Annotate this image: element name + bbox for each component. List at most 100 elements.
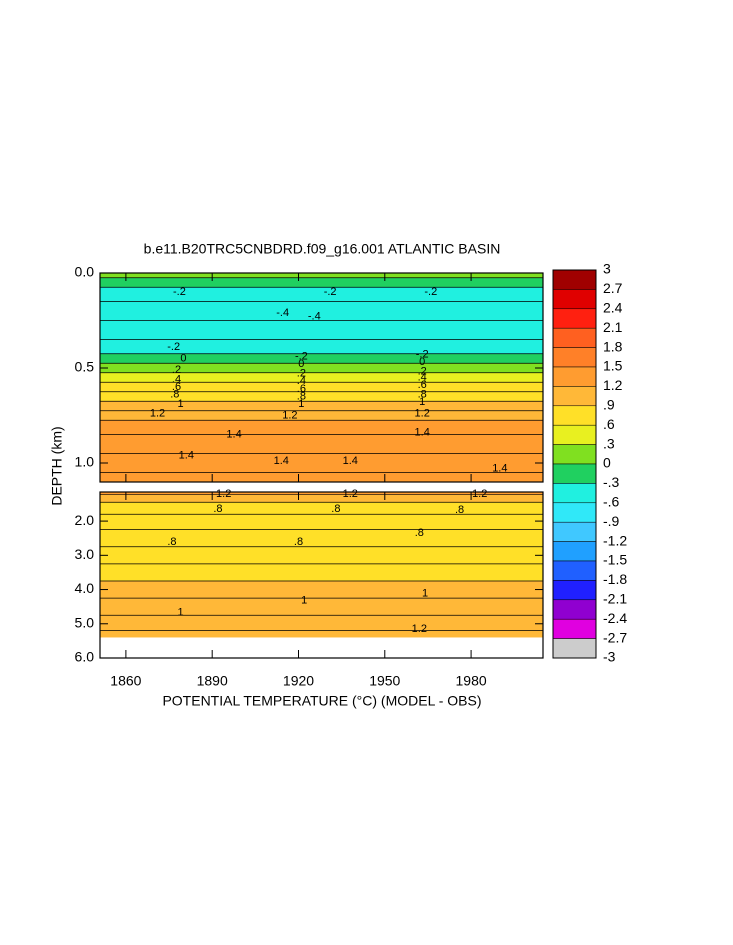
- temperature-band: [100, 382, 543, 392]
- colorbar-label: -3: [603, 649, 616, 665]
- contour-label: 1.2: [282, 409, 297, 421]
- colorbar-label: 1.2: [603, 377, 623, 393]
- temperature-band: [100, 363, 543, 373]
- x-tick-label: 1860: [110, 673, 141, 689]
- temperature-band: [100, 615, 543, 631]
- y-axis-title: DEPTH (km): [49, 426, 65, 505]
- temperature-band: [100, 287, 543, 302]
- contour-label: 1.4: [343, 455, 358, 467]
- contour-label: 1.2: [472, 488, 487, 500]
- temperature-band: [100, 494, 543, 503]
- y-tick-label: 4.0: [75, 580, 95, 596]
- temperature-band: [100, 453, 543, 473]
- contour-label: -.2: [416, 349, 429, 361]
- colorbar-cell: [552, 308, 597, 329]
- contour-label: .2: [418, 366, 427, 378]
- contour-label: 1.2: [343, 488, 358, 500]
- colorbar-cell: [552, 599, 597, 620]
- contour-label: .8: [415, 527, 424, 539]
- colorbar-cell: [552, 424, 597, 445]
- temperature-band: [100, 301, 543, 321]
- temperature-band: [100, 391, 543, 402]
- temperature-band: [100, 434, 543, 454]
- temperature-band: [100, 410, 543, 421]
- y-tick-label: 0.0: [75, 264, 95, 280]
- colorbar-label: -2.7: [603, 629, 627, 645]
- temperature-band: [100, 401, 543, 411]
- colorbar-cell: [552, 521, 597, 542]
- colorbar-label: .9: [603, 397, 615, 413]
- contour-label: -.2: [173, 286, 186, 298]
- temperature-band: [100, 529, 543, 547]
- temperature-band: [100, 546, 543, 564]
- contour-label: -.2: [324, 286, 337, 298]
- contour-label: 0: [180, 352, 186, 364]
- temperature-band: [100, 277, 543, 288]
- colorbar-label: .6: [603, 416, 615, 432]
- colorbar-label: -2.4: [603, 610, 627, 626]
- colorbar-cell: [552, 638, 597, 659]
- contour-label: 1.4: [274, 455, 289, 467]
- colorbar-label: -1.5: [603, 552, 627, 568]
- colorbar-label: -1.2: [603, 532, 627, 548]
- colorbar-cell: [552, 560, 597, 581]
- contour-label: 1.2: [216, 488, 231, 500]
- contour-label: -.4: [276, 307, 289, 319]
- colorbar-cell: [552, 580, 597, 601]
- contour-label: 1: [301, 594, 307, 606]
- colorbar-cell: [552, 405, 597, 426]
- contour-label: .8: [331, 503, 340, 515]
- contour-label: .6: [297, 383, 306, 395]
- colorbar-label: -.6: [603, 494, 620, 510]
- contour-label: -.2: [295, 351, 308, 363]
- x-axis-title: POTENTIAL TEMPERATURE (°C) (MODEL - OBS): [162, 693, 481, 709]
- contour-label: .8: [167, 536, 176, 548]
- colorbar-frame: [552, 269, 597, 659]
- y-tick-label: 6.0: [75, 649, 95, 665]
- colorbar-label: 1.5: [603, 358, 623, 374]
- plot-frame: [99, 491, 544, 659]
- contour-label: -.4: [308, 311, 321, 323]
- colorbar-label: 1.8: [603, 338, 623, 354]
- y-tick-label: 0.5: [75, 359, 95, 375]
- colorbar-label: 3: [603, 261, 611, 277]
- contour-label: .6: [418, 379, 427, 391]
- contour-label: 1.4: [179, 449, 194, 461]
- contour-label: .8: [294, 536, 303, 548]
- colorbar-cell: [552, 289, 597, 310]
- contour-label: .4: [418, 371, 427, 383]
- temperature-band: [100, 273, 543, 278]
- contour-label: 1: [419, 396, 425, 408]
- contour-label: .2: [172, 364, 181, 376]
- colorbar-cell: [552, 541, 597, 562]
- contour-label: 1: [177, 607, 183, 619]
- colorbar-cell: [552, 327, 597, 348]
- colorbar-cell: [552, 269, 597, 290]
- colorbar-label: 0: [603, 455, 611, 471]
- contour-label: .8: [418, 389, 427, 401]
- colorbar-label: -.3: [603, 474, 620, 490]
- colorbar-cell: [552, 347, 597, 368]
- x-tick-label: 1950: [369, 673, 400, 689]
- temperature-band: [100, 598, 543, 616]
- contour-label: 1.2: [415, 408, 430, 420]
- contour-label: 1.4: [415, 427, 430, 439]
- y-tick-label: 1.0: [75, 454, 95, 470]
- temperature-band: [100, 563, 543, 581]
- contour-label: .4: [172, 373, 181, 385]
- contour-label: .8: [213, 503, 222, 515]
- colorbar-cell: [552, 463, 597, 484]
- colorbar-label: -1.8: [603, 571, 627, 587]
- temperature-band: [100, 339, 543, 354]
- colorbar-cell: [552, 366, 597, 387]
- colorbar-label: -2.1: [603, 591, 627, 607]
- temperature-band: [100, 353, 543, 364]
- temperature-band: [100, 372, 543, 383]
- temperature-band: [100, 420, 543, 435]
- contour-label: 1: [422, 588, 428, 600]
- colorbar-label: -.9: [603, 513, 620, 529]
- x-tick-label: 1890: [197, 673, 228, 689]
- x-tick-label: 1920: [283, 673, 314, 689]
- contour-label: .8: [297, 390, 306, 402]
